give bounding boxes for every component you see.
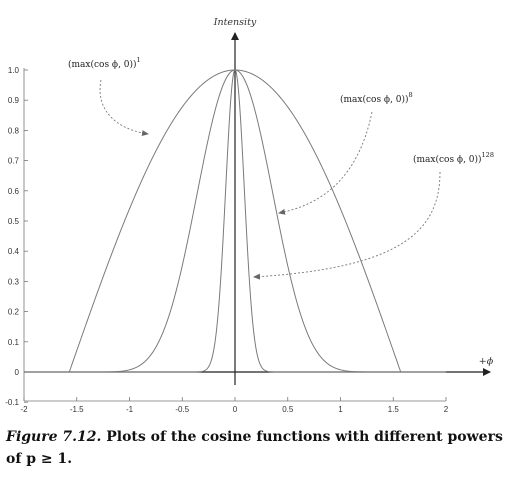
x-tick-label: 0 [233,405,238,414]
y-tick-label: 0.3 [8,277,20,286]
y-tick-label: 0.2 [8,308,20,317]
x-tick-label: -2 [20,405,28,414]
x-axis-ticks: -2 -1.5 -1 -0.5 0 0.5 1 1.5 2 [20,397,449,414]
y-tick-label: 0.6 [8,187,20,196]
y-axis-ticks: -0.1 0 0.1 0.2 0.3 0.4 0.5 0.6 0.7 0.8 0.9 1.0 [5,66,28,407]
x-tick-label: -1.5 [70,405,84,414]
y-tick-label: 0.8 [8,126,20,135]
x-tick-label: 2 [444,405,449,414]
y-axis-title: Intensity [213,17,257,28]
y-tick-label: -0.1 [5,398,19,407]
figure-caption: Figure 7.12. Plots of the cosine functio… [6,426,506,470]
x-tick-label: 1.5 [388,405,400,414]
x-axis-title: +ϕ [479,356,494,367]
y-tick-label: 0 [15,368,20,377]
y-tick-label: 0.9 [8,96,20,105]
figure-label: Figure 7.12. [6,429,102,445]
leader-arrow-p128 [253,171,441,280]
leader-arrow-p1 [99,79,149,137]
y-tick-label: 1.0 [8,66,20,75]
series-line-p128 [24,69,446,373]
x-tick-label: -0.5 [175,405,189,414]
y-tick-label: 0.4 [8,247,20,256]
x-tick-label: -1 [126,405,134,414]
y-tick-label: 0.7 [8,157,20,166]
label-series-p128: (max(cos ϕ, 0))128 [413,151,494,165]
y-tick-label: 0.1 [8,338,20,347]
x-tick-label: 1 [338,405,343,414]
cosine-power-chart: -0.1 0 0.1 0.2 0.3 0.4 0.5 0.6 0.7 0.8 0.9 1.0 -2 -1… [5,17,494,414]
y-tick-label: 0.5 [8,217,20,226]
leader-arrow-p8 [278,111,373,215]
x-tick-label: 0.5 [282,405,294,414]
caption-text: Plots of the cosine functions with diffe… [6,429,503,467]
label-series-p8: (max(cos ϕ, 0))8 [340,91,413,105]
series-lines [24,69,446,373]
label-series-p1: (max(cos ϕ, 0))1 [68,56,141,70]
